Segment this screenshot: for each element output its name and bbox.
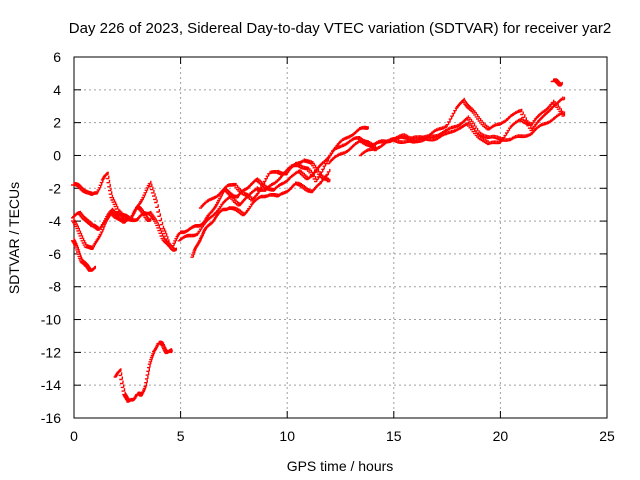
y-tick-label: -14: [41, 377, 61, 393]
data-marker-trace: [369, 99, 566, 148]
y-tick-labels: -16 -14 -12 -10 -8 -6 -4 -2 0 2 4 6: [41, 49, 61, 426]
series-satellite-track-5: [113, 340, 173, 403]
series-satellite-track-13: [550, 78, 563, 87]
chart-title: Day 226 of 2023, Sidereal Day-to-day VTE…: [69, 20, 611, 37]
y-tick-label: 0: [53, 147, 61, 163]
axis-ticks: [73, 56, 608, 419]
data-marker-trace: [171, 125, 369, 247]
series-satellite-track-8: [190, 168, 331, 258]
series-satellite-track-4: [71, 204, 152, 250]
data-marker-trace: [190, 168, 331, 258]
grid: [74, 57, 607, 418]
data-points: [71, 78, 566, 403]
x-tick-label: 10: [279, 428, 295, 444]
y-tick-label: -10: [41, 312, 61, 328]
x-tick-label: 0: [70, 428, 78, 444]
data-marker-trace: [550, 78, 563, 87]
y-tick-label: -12: [41, 344, 61, 360]
x-axis-label: GPS time / hours: [287, 458, 394, 474]
y-tick-label: -4: [49, 213, 62, 229]
data-marker-trace: [113, 340, 173, 403]
y-tick-label: -6: [49, 246, 62, 262]
series-satellite-track-9: [198, 158, 331, 209]
y-axis-label: SDTVAR / TECUs: [6, 182, 22, 294]
series-satellite-track-6: [171, 125, 369, 247]
y-tick-label: 6: [53, 49, 61, 65]
x-tick-label: 5: [177, 428, 185, 444]
plot-frame: [73, 56, 608, 419]
x-tick-label: 25: [599, 428, 615, 444]
y-tick-label: 2: [53, 115, 61, 131]
data-marker-trace: [198, 158, 331, 209]
y-tick-label: -8: [49, 279, 62, 295]
data-marker-trace: [358, 96, 566, 157]
x-tick-labels: 0 5 10 15 20 25: [70, 428, 615, 444]
series-satellite-track-12: [369, 99, 566, 148]
series-satellite-track-11: [358, 96, 566, 157]
data-marker-trace: [71, 204, 152, 250]
y-tick-label: -2: [49, 180, 62, 196]
data-marker-trace: [71, 237, 96, 272]
x-tick-label: 15: [386, 428, 402, 444]
y-tick-label: 4: [53, 82, 61, 98]
series-satellite-track-3: [71, 237, 96, 272]
x-tick-label: 20: [493, 428, 509, 444]
y-tick-label: -16: [41, 410, 61, 426]
